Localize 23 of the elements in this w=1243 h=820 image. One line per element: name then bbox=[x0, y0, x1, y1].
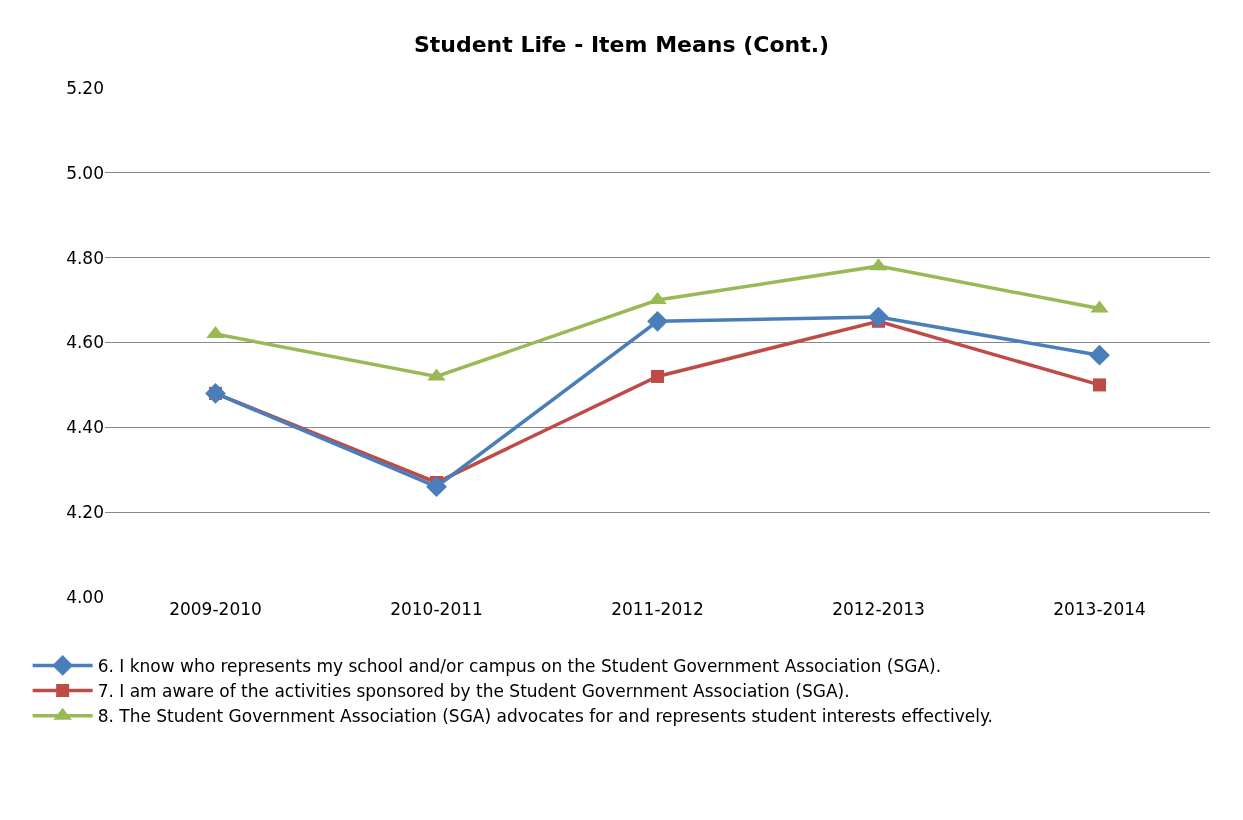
point bbox=[1089, 344, 1110, 366]
y-tick-label: 4.20 bbox=[66, 502, 104, 523]
point bbox=[1093, 378, 1106, 392]
y-tick-label: 4.40 bbox=[66, 417, 104, 438]
point bbox=[647, 310, 668, 332]
legend-label: 8. The Student Government Association (SGA) advocates for and represents student interests effectively. bbox=[97, 706, 993, 727]
legend-label: 6. I know who represents my school and/or campus on the Student Government Association (SGA). bbox=[97, 656, 942, 677]
point bbox=[868, 306, 889, 328]
y-tick-label: 4.60 bbox=[66, 332, 104, 353]
x-tick-label: 2012-2013 bbox=[832, 599, 925, 619]
x-tick-label: 2010-2011 bbox=[390, 599, 483, 619]
legend-label: 7. I am aware of the activities sponsored by the Student Government Association (SGA). bbox=[97, 681, 850, 702]
point bbox=[426, 476, 447, 498]
y-tick-label: 5.00 bbox=[66, 162, 104, 183]
y-tick-label: 4.80 bbox=[66, 247, 104, 268]
point bbox=[651, 369, 664, 383]
x-tick-label: 2011-2012 bbox=[611, 599, 704, 619]
y-tick-label: 5.20 bbox=[66, 77, 104, 98]
chart-title: Student Life - Item Means (Cont.) bbox=[413, 32, 830, 58]
x-tick-label: 2013-2014 bbox=[1053, 599, 1146, 619]
x-tick-label: 2009-2010 bbox=[169, 599, 262, 619]
y-tick-label: 4.00 bbox=[66, 586, 104, 607]
point bbox=[205, 383, 226, 404]
